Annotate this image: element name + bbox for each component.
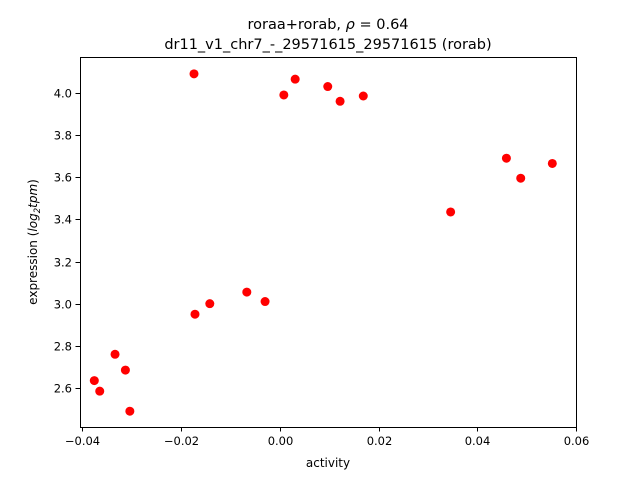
x-tick-label: 0.04 bbox=[465, 434, 491, 448]
data-point bbox=[110, 349, 120, 359]
y-tick-label: 2.8 bbox=[54, 340, 72, 354]
y-tick-label: 3.4 bbox=[54, 213, 72, 227]
plot-area-frame bbox=[80, 57, 577, 428]
data-point bbox=[323, 82, 333, 92]
chart-title-line2: dr11_v1_chr7_-_29571615_29571615 (rorab) bbox=[164, 37, 491, 53]
ylabel-suffix: ) bbox=[26, 179, 40, 184]
data-point bbox=[95, 386, 105, 396]
data-point bbox=[446, 207, 456, 217]
x-tick-label: −0.04 bbox=[65, 434, 100, 448]
ylabel-prefix: expression ( bbox=[26, 232, 40, 305]
data-point bbox=[125, 406, 135, 416]
data-point bbox=[205, 299, 215, 309]
y-tick-label: 3.2 bbox=[54, 256, 72, 270]
x-tick-label: −0.02 bbox=[164, 434, 199, 448]
y-tick-label: 3.6 bbox=[54, 171, 72, 185]
data-point bbox=[189, 69, 199, 79]
y-axis-ticks: 2.6 2.8 3.0 3.2 3.4 3.6 3.8 4.0 bbox=[54, 87, 80, 396]
title-rho-symbol: ρ bbox=[346, 17, 356, 33]
data-point bbox=[547, 158, 557, 168]
x-axis-ticks: −0.04 −0.02 0.00 0.02 0.04 0.06 bbox=[65, 427, 589, 448]
data-point bbox=[516, 173, 526, 183]
data-points bbox=[89, 69, 557, 416]
y-axis-label: expression (log2tpm) bbox=[26, 179, 43, 305]
title-rho-value: = 0.64 bbox=[355, 17, 409, 33]
y-tick-label: 3.0 bbox=[54, 298, 72, 312]
y-tick-label: 2.6 bbox=[54, 382, 72, 396]
data-point bbox=[279, 90, 289, 100]
title-prefix: roraa+rorab, bbox=[247, 17, 345, 33]
data-point bbox=[242, 287, 252, 297]
y-tick-label: 3.8 bbox=[54, 129, 72, 143]
x-tick-label: 0.00 bbox=[268, 434, 294, 448]
ylabel-sub: 2 bbox=[33, 208, 43, 213]
data-point bbox=[335, 96, 345, 106]
ylabel-tpm: tpm bbox=[26, 184, 40, 208]
data-point bbox=[260, 297, 270, 307]
data-point bbox=[190, 309, 200, 319]
x-tick-label: 0.06 bbox=[564, 434, 590, 448]
ylabel-log: log bbox=[26, 213, 40, 232]
data-point bbox=[358, 91, 368, 101]
data-point bbox=[120, 365, 130, 375]
x-axis-label: activity bbox=[306, 456, 350, 470]
y-tick-label: 4.0 bbox=[54, 87, 72, 101]
data-point bbox=[501, 153, 511, 163]
x-tick-label: 0.02 bbox=[367, 434, 393, 448]
chart-title-line1: roraa+rorab, ρ = 0.64 bbox=[247, 17, 408, 33]
data-point bbox=[89, 376, 99, 386]
data-point bbox=[290, 74, 300, 84]
